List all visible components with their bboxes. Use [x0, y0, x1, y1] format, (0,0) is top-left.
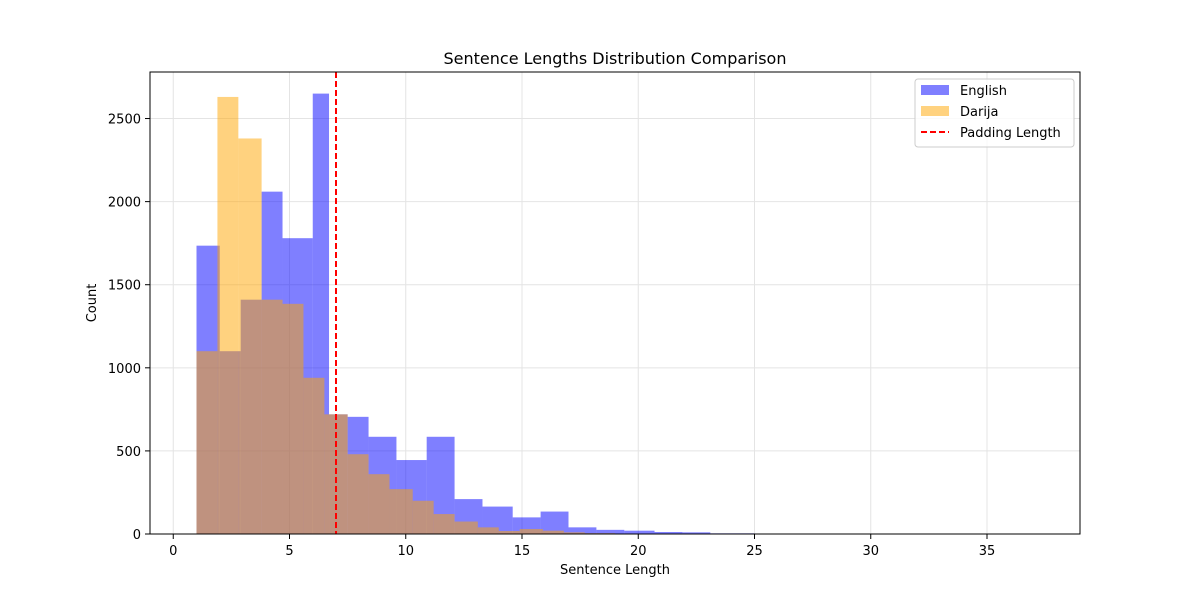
bar-english	[682, 532, 711, 534]
legend-swatch-darija	[921, 106, 949, 116]
bar-darija	[368, 474, 390, 534]
x-axis-label: Sentence Length	[560, 563, 670, 578]
x-tick-label: 5	[285, 544, 293, 559]
histogram-bars	[196, 93, 1057, 535]
bar-darija	[324, 414, 348, 534]
bar-darija	[347, 454, 369, 534]
legend-label-english: English	[960, 84, 1007, 99]
x-tick-label: 25	[746, 544, 763, 559]
series-darija	[196, 96, 755, 535]
bar-english	[596, 529, 625, 534]
bar-darija	[498, 531, 520, 534]
x-tick-label: 35	[979, 544, 996, 559]
bar-darija	[238, 138, 262, 534]
bar-darija	[196, 351, 218, 534]
y-tick-label: 2000	[108, 196, 141, 211]
x-tick-label: 15	[514, 544, 531, 559]
bar-darija	[303, 377, 325, 534]
bar-darija	[433, 514, 455, 534]
bar-english	[540, 511, 569, 534]
legend-label-darija: Darija	[960, 105, 999, 120]
bar-darija	[454, 521, 478, 534]
x-tick-label: 10	[397, 544, 414, 559]
y-tick-label: 2500	[108, 113, 141, 128]
bar-darija	[217, 96, 239, 535]
x-tick-label: 0	[169, 544, 177, 559]
legend: English Darija Padding Length	[914, 78, 1075, 148]
y-axis-ticks: 0 500 1000 1500 2000 2500	[108, 113, 150, 543]
legend-swatch-english	[921, 85, 949, 95]
y-tick-label: 1000	[108, 362, 141, 377]
y-tick-label: 1500	[108, 279, 141, 294]
bar-darija	[412, 500, 434, 534]
y-tick-label: 0	[133, 528, 141, 543]
legend-box	[914, 78, 1075, 148]
bar-english	[624, 530, 655, 534]
x-tick-label: 20	[630, 544, 647, 559]
y-axis-label: Count	[85, 284, 100, 323]
bar-darija	[542, 530, 564, 534]
bar-darija	[282, 303, 304, 534]
legend-label-padding-length: Padding Length	[960, 126, 1061, 141]
x-axis-ticks: 0 5 10 15 20 25 30 35	[169, 534, 995, 559]
bar-english	[654, 532, 683, 534]
chart-title: Sentence Lengths Distribution Comparison	[444, 49, 787, 68]
plot-frame	[149, 71, 1081, 535]
bar-darija	[261, 299, 283, 534]
bar-darija	[389, 489, 413, 534]
bar-darija	[563, 532, 585, 534]
y-tick-label: 500	[116, 445, 141, 460]
x-tick-label: 30	[862, 544, 879, 559]
bar-darija	[477, 527, 499, 534]
bar-english	[568, 527, 597, 534]
bar-darija	[519, 529, 543, 534]
